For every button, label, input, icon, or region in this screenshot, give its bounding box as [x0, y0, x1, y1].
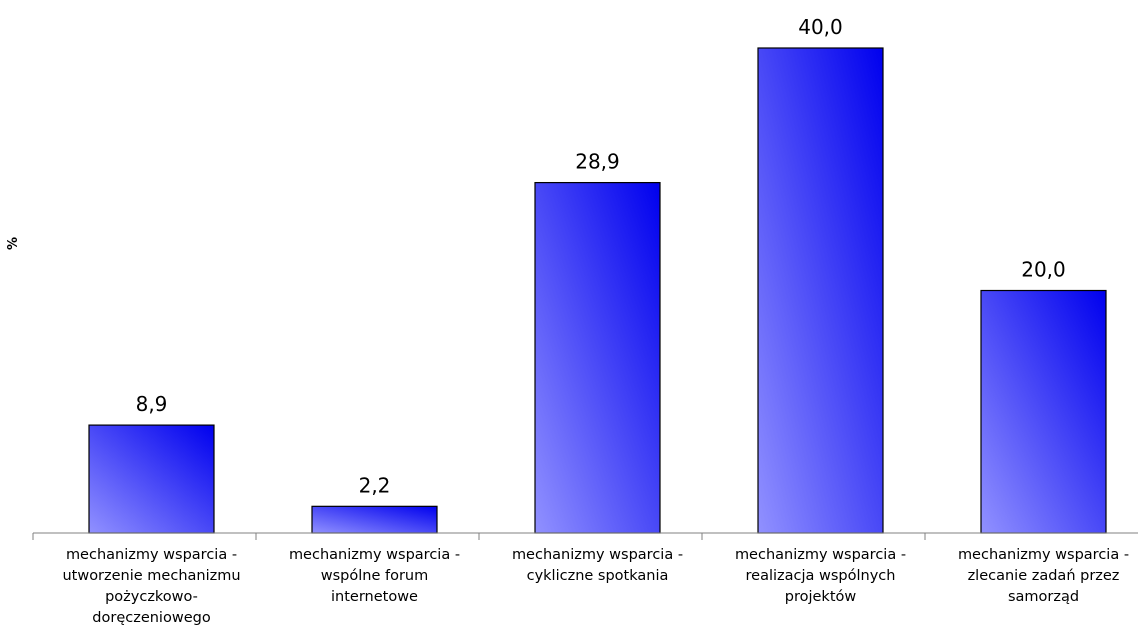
bar-5	[980, 289, 1107, 534]
category-label-line: pożyczkowo-	[105, 589, 198, 605]
category-label-line: mechanizmy wsparcia -	[65, 547, 238, 563]
category-label-5: mechanizmy wsparcia - zlecanie zadań prze…	[939, 545, 1138, 608]
value-label-1: 8,9	[136, 392, 168, 416]
category-label-line: mechanizmy wsparcia -	[734, 547, 907, 563]
category-label-line: utworzenie mechanizmu	[62, 568, 241, 584]
category-label-3: mechanizmy wsparcia - cykliczne spotkania	[493, 545, 703, 587]
category-label-1: mechanizmy wsparcia - utworzenie mechaniz…	[47, 545, 257, 629]
category-label-line: doręczeniowego	[92, 610, 211, 626]
bar-3	[534, 181, 661, 534]
bar-4	[757, 47, 884, 534]
category-label-line: wspólne forum	[320, 568, 429, 584]
category-label-line: mechanizmy wsparcia -	[288, 547, 461, 563]
category-label-line: cykliczne spotkania	[526, 568, 669, 584]
bar-1	[88, 424, 215, 534]
bar-2	[311, 505, 438, 534]
value-label-5: 20,0	[1021, 258, 1066, 282]
category-label-line: mechanizmy wsparcia -	[957, 547, 1130, 563]
category-label-line: realizacja wspólnych	[745, 568, 896, 584]
category-label-line: projektów	[784, 589, 857, 605]
category-label-line: zlecanie zadań przez	[967, 568, 1120, 584]
category-label-2: mechanizmy wsparcia - wspólne forum intern…	[270, 545, 480, 608]
value-label-4: 40,0	[798, 15, 843, 39]
value-label-3: 28,9	[575, 150, 620, 174]
category-label-line: mechanizmy wsparcia -	[511, 547, 684, 563]
category-label-line: internetowe	[331, 589, 418, 605]
category-label-4: mechanizmy wsparcia - realizacja wspólnyc…	[716, 545, 926, 608]
value-label-2: 2,2	[359, 473, 391, 497]
category-label-line: samorząd	[1007, 589, 1080, 605]
